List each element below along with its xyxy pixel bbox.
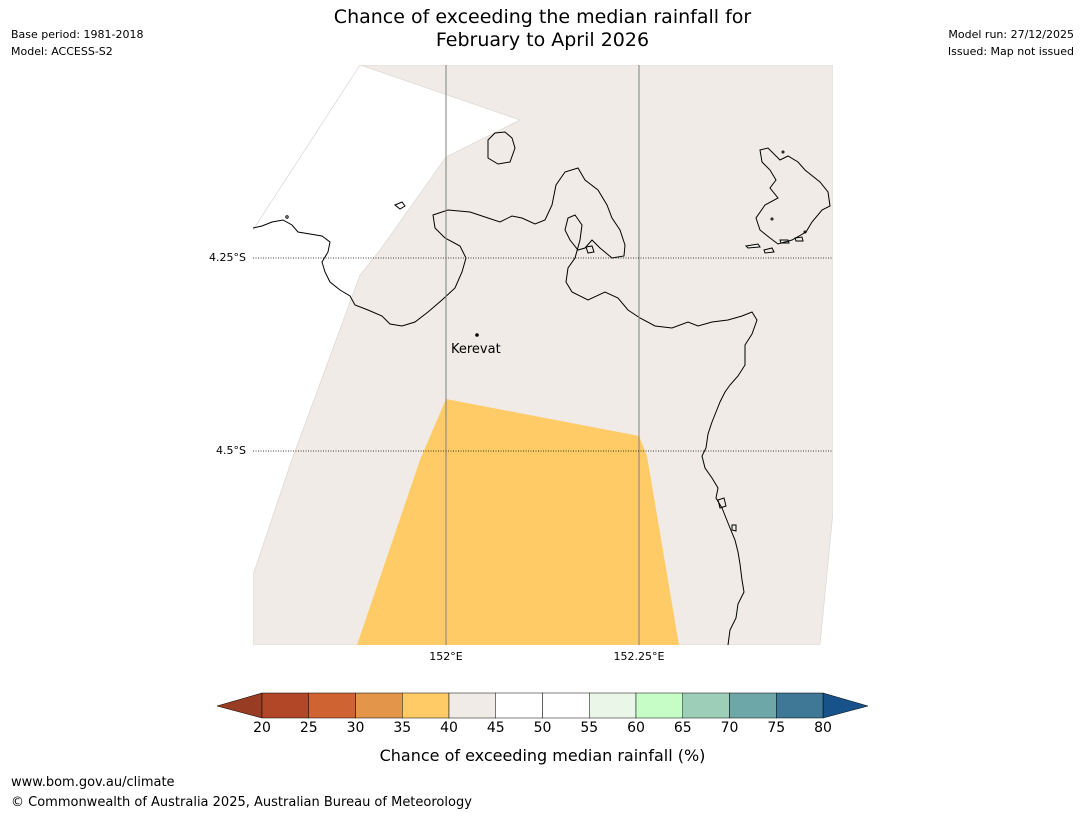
lat-label-4-5s: 4.5°S	[216, 444, 246, 457]
footer-url[interactable]: www.bom.gov.au/climate	[11, 775, 175, 790]
legend-tick-20: 20	[253, 720, 271, 736]
model-run: Model run: 27/12/2025	[948, 28, 1074, 41]
legend-tick-45: 45	[486, 720, 505, 736]
legend-cell-55-60	[589, 692, 637, 719]
legend-cell-45-50	[495, 692, 543, 719]
place-label-kerevat: Kerevat	[451, 342, 501, 357]
legend-cell-65-70	[682, 692, 730, 719]
legend-cell-35-40	[402, 692, 450, 719]
legend-cell-50-55	[542, 692, 590, 719]
title-line-1: Chance of exceeding the median rainfall …	[333, 6, 752, 28]
legend-cell-30-35	[355, 692, 403, 719]
lat-label-4-25s: 4.25°S	[209, 251, 246, 264]
legend-tick-70: 70	[720, 720, 739, 736]
lon-label-152e: 152°E	[429, 650, 463, 663]
legend-tick-60: 60	[627, 720, 645, 736]
legend-under-triangle	[216, 692, 263, 719]
legend-tick-25: 25	[299, 720, 318, 736]
model-name: Model: ACCESS-S2	[11, 45, 113, 58]
legend-tick-55: 55	[580, 720, 599, 736]
legend-tick-35: 35	[393, 720, 412, 736]
legend-cell-75-80	[776, 692, 824, 719]
legend-tick-40: 40	[440, 720, 458, 736]
domain-edge-line	[253, 65, 361, 231]
legend-tick-65: 65	[673, 720, 692, 736]
map-title: Chance of exceeding the median rainfall …	[0, 6, 1085, 52]
legend-tick-30: 30	[346, 720, 365, 736]
legend-tick-75: 75	[767, 720, 786, 736]
legend-tick-50: 50	[533, 720, 552, 736]
footer-copyright: © Commonwealth of Australia 2025, Austra…	[11, 795, 472, 810]
legend-cell-70-75	[729, 692, 777, 719]
legend-cell-40-45	[448, 692, 496, 719]
legend-cell-60-65	[635, 692, 683, 719]
kerevat-marker	[475, 333, 479, 337]
title-line-2: February to April 2026	[435, 29, 650, 51]
base-period: Base period: 1981-2018	[11, 28, 144, 41]
legend-cell-20-25	[261, 692, 309, 719]
legend-over-triangle	[822, 692, 869, 719]
region-35-40	[357, 399, 679, 645]
legend-colorbar	[216, 692, 869, 719]
legend-tick-80: 80	[814, 720, 832, 736]
legend-title: Chance of exceeding median rainfall (%)	[379, 746, 706, 765]
issued-status: Issued: Map not issued	[947, 45, 1074, 58]
coastline	[253, 131, 831, 645]
lon-label-152-25e: 152.25°E	[613, 650, 665, 663]
legend-cell-25-30	[308, 692, 356, 719]
